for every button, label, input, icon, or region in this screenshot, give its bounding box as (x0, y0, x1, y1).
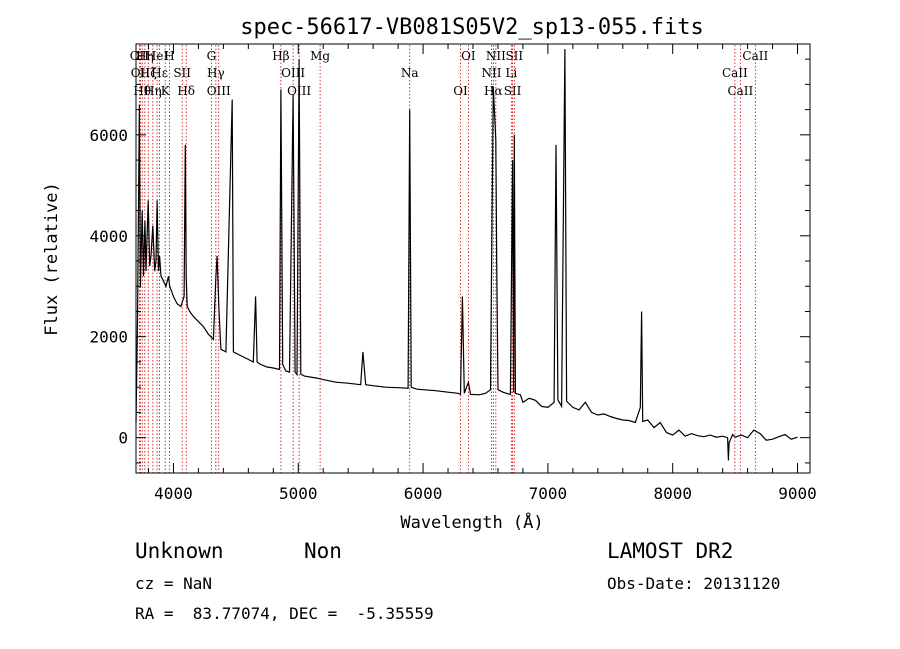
line-marker-label: Hε (151, 66, 168, 80)
x-tick-label: 5000 (279, 484, 318, 503)
line-marker-label: SII (505, 49, 523, 63)
line-marker-label: OI (461, 49, 476, 63)
observation-date: Obs-Date: 20131120 (607, 574, 781, 593)
line-marker-label: Li (505, 66, 517, 80)
sky-coordinates: RA = 83.77074, DEC = -5.35559 (135, 604, 434, 623)
redshift-cz: cz = NaN (135, 574, 213, 593)
spectrum-series-line (135, 48, 798, 461)
line-marker-label: Hβ (272, 49, 289, 63)
line-marker-label: H (164, 49, 174, 63)
chart-title: spec-56617-VB081S05V2_sp13-055.fits (240, 15, 704, 40)
axis-ticks: 4000 5000 6000 7000 8000 9000 0 2000 4000 6000 (89, 44, 817, 503)
object-subclass: Non (304, 539, 342, 563)
y-tick-label: 4000 (89, 227, 128, 246)
line-marker-label: OII (130, 49, 150, 63)
y-tick-label: 0 (118, 429, 128, 448)
x-tick-label: 8000 (653, 484, 692, 503)
x-tick-label: 6000 (404, 484, 443, 503)
y-axis-label: Flux (relative) (42, 182, 62, 336)
line-marker-label: CaII (742, 49, 768, 63)
x-axis-label: Wavelength (Å) (400, 511, 543, 533)
y-tick-label: 6000 (89, 126, 128, 145)
x-tick-label: 9000 (778, 484, 817, 503)
line-marker-label: K (161, 84, 171, 98)
line-marker-label: NII (481, 66, 501, 80)
line-marker-label: G (207, 49, 217, 63)
line-marker-label: Hγ (207, 66, 225, 80)
y-tick-label: 2000 (89, 328, 128, 347)
line-marker-label: OI (453, 84, 468, 98)
line-marker-label: CaII (727, 84, 753, 98)
x-tick-label: 7000 (529, 484, 568, 503)
line-marker-label: CaII (722, 66, 748, 80)
survey-name: LAMOST DR2 (607, 539, 734, 563)
line-marker-label: Hη (144, 84, 162, 98)
object-class: Unknown (135, 539, 224, 563)
line-marker-label: Hθ (133, 84, 151, 98)
line-marker-label: NII (486, 49, 506, 63)
line-marker-labels: OIIOIIHθHηHζHηHeIHεKHSIIHδGHγOIIIHβOIIIO… (130, 49, 769, 98)
line-marker-label: OIII (281, 66, 305, 80)
x-tick-label: 4000 (154, 484, 193, 503)
line-marker-label: SII (173, 66, 191, 80)
line-marker-label: Na (401, 66, 419, 80)
line-marker-label: Mg (310, 49, 330, 63)
line-marker-label: Hζ (140, 66, 157, 80)
line-marker-label: OIII (207, 84, 231, 98)
line-marker-label: HeI (146, 49, 169, 63)
line-marker-label: SII (504, 84, 522, 98)
line-marker-label: Hδ (177, 84, 195, 98)
plot-frame (135, 43, 811, 474)
